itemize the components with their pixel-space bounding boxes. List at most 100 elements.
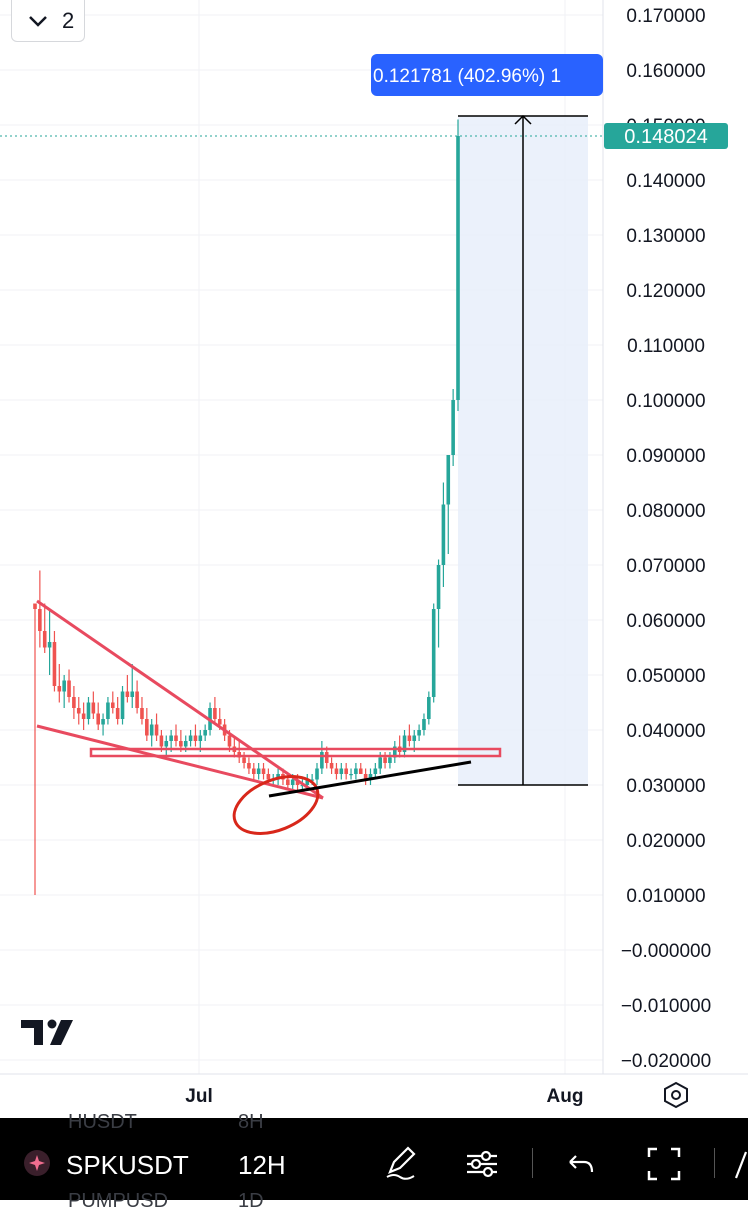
price-tick-label: 0.170000 — [626, 6, 705, 27]
candle-down — [358, 768, 363, 774]
candle-up — [315, 768, 319, 780]
candle-down — [363, 774, 368, 780]
ghost-symbol-bottom: PUMPUSD — [68, 1190, 169, 1212]
candle-down — [115, 708, 120, 719]
candle-up — [47, 642, 52, 648]
candle-up — [164, 741, 169, 747]
candle-up — [320, 752, 324, 769]
candle-up — [290, 779, 295, 785]
candle-up — [130, 691, 135, 697]
candle-up — [198, 735, 203, 741]
measure-label: 0.121781 (402.96%) 1 — [371, 54, 603, 96]
price-tick-label: 0.120000 — [626, 281, 705, 302]
candle-up — [402, 735, 407, 752]
candle-up — [422, 719, 426, 730]
candle-up — [86, 702, 91, 719]
candle-down — [76, 708, 81, 714]
candle-down — [329, 763, 334, 769]
candle-up — [183, 741, 188, 747]
undo-icon[interactable] — [566, 1150, 596, 1178]
candle-up — [101, 719, 105, 725]
candle-down — [213, 708, 217, 719]
candle-down — [81, 713, 86, 719]
price-tick-label: 0.140000 — [626, 171, 705, 192]
last-price-value: 0.148024 — [624, 126, 707, 148]
price-chart[interactable]: 0.1700000.1600000.1500000.1400000.130000… — [0, 0, 748, 1118]
candle-up — [106, 702, 110, 719]
candle-down — [67, 680, 71, 697]
price-tick-label: 0.110000 — [627, 336, 705, 357]
price-tick-label: −0.010000 — [621, 996, 711, 1017]
candle-up — [446, 455, 451, 505]
candle-down — [227, 735, 232, 747]
triangle-upper-line[interactable] — [36, 599, 324, 800]
more-tools-icon[interactable] — [734, 1148, 748, 1180]
indicators-collapse-button[interactable]: 2 — [11, 0, 85, 42]
candle-up — [349, 774, 353, 776]
candle-down — [91, 702, 96, 714]
ghost-interval-bottom: 1D — [238, 1190, 264, 1212]
triangle-lower-line[interactable] — [36, 724, 324, 800]
candle-down — [261, 768, 266, 774]
candle-up — [456, 136, 460, 400]
price-tick-label: −0.020000 — [621, 1051, 711, 1072]
candle-up — [451, 400, 455, 455]
price-tick-label: 0.100000 — [626, 391, 705, 412]
indicators-settings-icon[interactable] — [464, 1148, 500, 1180]
candle-up — [392, 746, 397, 758]
candle-up — [417, 730, 421, 736]
symbol-name[interactable]: SPKUSDT — [66, 1150, 189, 1180]
candle-up — [427, 697, 431, 719]
chevron-down-icon — [29, 15, 47, 27]
candle-up — [431, 609, 436, 697]
price-tick-label: 0.010000 — [626, 886, 705, 907]
candle-down — [217, 719, 222, 725]
price-scale[interactable]: 0.1700000.1600000.1500000.1400000.130000… — [621, 6, 711, 1072]
candle-up — [354, 768, 358, 774]
candle-down — [242, 757, 246, 763]
candle-down — [38, 609, 42, 631]
resistance-zone[interactable] — [89, 747, 502, 758]
price-tick-label: 0.040000 — [626, 721, 705, 742]
candle-down — [145, 719, 149, 736]
last-price-tag: 0.148024 — [604, 123, 728, 149]
price-tick-label: 0.090000 — [626, 446, 705, 467]
support-trendline[interactable] — [268, 760, 472, 798]
candle-up — [169, 735, 173, 741]
price-tick-label: −0.000000 — [621, 941, 711, 962]
ghost-symbol-top: HUSDT — [68, 1111, 137, 1133]
price-tick-label: 0.080000 — [626, 501, 705, 522]
candle-up — [310, 779, 314, 781]
price-tick-label: 0.070000 — [626, 556, 705, 577]
candle-up — [378, 757, 383, 769]
candle-up — [203, 730, 207, 736]
candle-down — [57, 686, 62, 692]
candle-down — [125, 691, 130, 697]
candle-up — [188, 735, 193, 741]
price-tick-label: 0.130000 — [626, 226, 705, 247]
candle-down — [110, 702, 115, 708]
chart-settings-icon[interactable] — [664, 1081, 688, 1109]
measure-label-text: 0.121781 (402.96%) 1 — [373, 66, 561, 87]
candle-down — [33, 603, 37, 609]
ghost-interval-top: 8H — [238, 1111, 264, 1133]
candle-up — [373, 768, 378, 774]
candle-down — [251, 768, 256, 774]
symbol-logo-icon — [24, 1150, 50, 1176]
candle-up — [256, 768, 261, 774]
candle-down — [135, 691, 139, 708]
fullscreen-icon[interactable] — [646, 1146, 682, 1182]
candle-down — [179, 741, 183, 747]
candle-down — [383, 757, 387, 763]
candle-up — [120, 691, 125, 719]
drawing-tools-icon[interactable] — [384, 1146, 418, 1180]
candle-down — [334, 768, 339, 774]
candle-up — [412, 735, 417, 741]
candle-down — [247, 763, 251, 769]
candle-down — [96, 713, 101, 725]
interval-selector[interactable]: 12H — [238, 1150, 286, 1180]
symbol-bar — [0, 1118, 748, 1200]
tradingview-logo-icon — [21, 1019, 73, 1045]
candle-down — [324, 752, 329, 763]
candle-down — [344, 768, 348, 774]
